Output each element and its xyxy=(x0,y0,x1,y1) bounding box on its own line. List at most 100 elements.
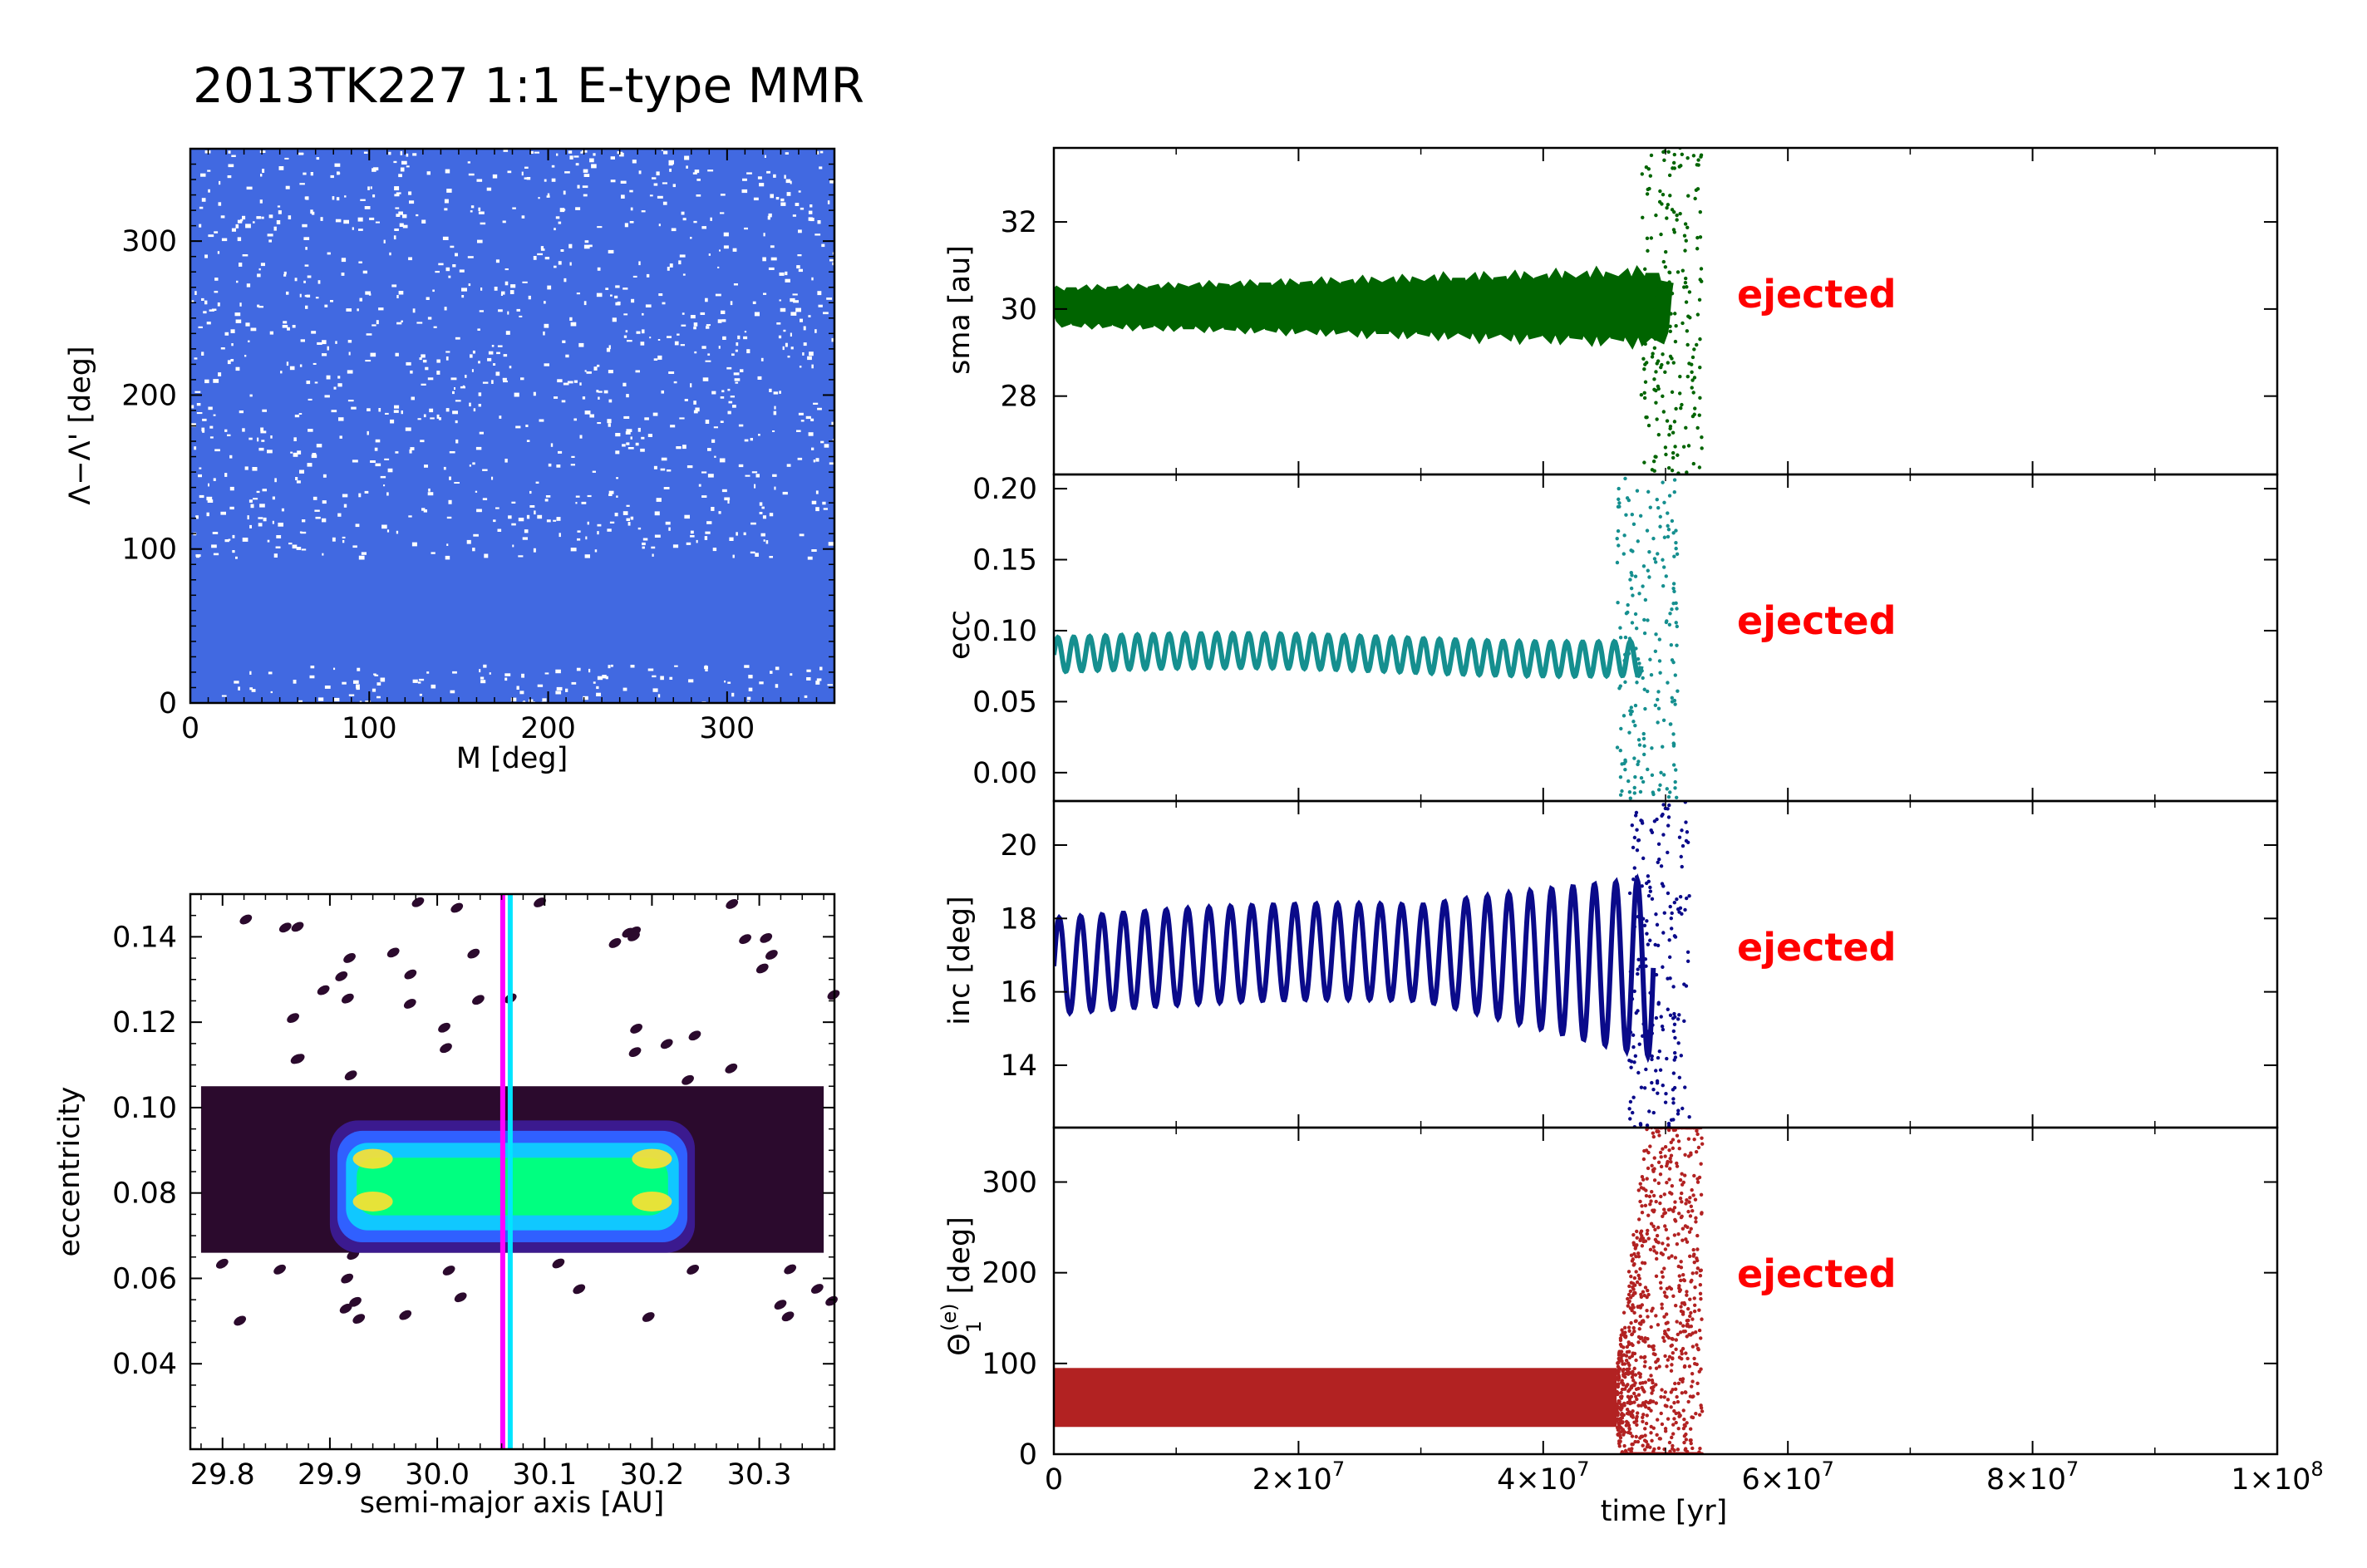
scatter-gap xyxy=(396,192,401,194)
series-point xyxy=(1687,129,1690,132)
scatter-gap xyxy=(398,174,402,178)
series-point xyxy=(1693,196,1697,201)
series-point xyxy=(1666,528,1671,532)
theta-point xyxy=(1638,1314,1642,1319)
scatter-gap xyxy=(831,421,834,425)
theta-point xyxy=(1640,1303,1645,1307)
series-point xyxy=(1668,284,1673,289)
series-point xyxy=(1645,1039,1649,1043)
scatter-gap xyxy=(721,310,726,314)
series-point xyxy=(1692,412,1696,416)
series-point xyxy=(1636,838,1641,843)
scatter-gap xyxy=(560,209,566,211)
scatter-gap xyxy=(785,278,790,283)
series-point xyxy=(1642,617,1646,622)
scatter-gap xyxy=(309,675,315,679)
series-point xyxy=(1656,788,1661,792)
scatter-gap xyxy=(822,501,826,505)
scatter-gap xyxy=(597,226,603,229)
scatter-gap xyxy=(584,240,589,243)
theta-point xyxy=(1648,1202,1652,1207)
theta-point xyxy=(1667,1354,1672,1359)
scatter-gap xyxy=(757,176,762,179)
theta-point xyxy=(1680,1301,1685,1305)
scatter-gap xyxy=(436,414,440,419)
scatter-gap xyxy=(818,304,823,307)
scatter-gap xyxy=(570,548,577,552)
scatter-gap xyxy=(718,511,721,514)
series-point xyxy=(1617,497,1621,502)
heatmap-cell xyxy=(342,993,354,1004)
scatter-gap xyxy=(478,404,481,407)
theta-point xyxy=(1688,1427,1693,1431)
theta-point xyxy=(1636,1188,1641,1192)
scatter-gap xyxy=(782,346,785,351)
scatter-gap xyxy=(495,259,499,263)
plot-area-theta xyxy=(1054,1128,1705,1454)
scatter-gap xyxy=(744,227,748,230)
scatter-gap xyxy=(797,457,803,460)
theta-point xyxy=(1642,1355,1646,1360)
scatter-gap xyxy=(779,391,781,394)
series-point xyxy=(1662,535,1667,539)
scatter-gap xyxy=(356,687,360,691)
series-point xyxy=(1681,268,1685,273)
scatter-gap xyxy=(617,151,620,155)
scatter-gap xyxy=(618,302,621,305)
series-point xyxy=(1645,415,1649,420)
scatter-gap xyxy=(469,402,471,407)
theta-point xyxy=(1697,1413,1702,1417)
scatter-gap xyxy=(472,462,475,465)
series-point xyxy=(1653,337,1657,342)
theta-point xyxy=(1619,1429,1623,1434)
theta-point xyxy=(1670,1435,1674,1440)
y-tick-label: 0.08 xyxy=(112,1177,177,1211)
theta-point xyxy=(1695,1177,1700,1181)
scatter-gap xyxy=(577,538,581,541)
series-point xyxy=(1700,435,1704,440)
scatter-gap xyxy=(289,366,295,371)
scatter-gap xyxy=(803,326,806,331)
scatter-gap xyxy=(337,513,342,517)
scatter-gap xyxy=(605,288,609,290)
scatter-gap xyxy=(376,696,381,699)
scatter-gap xyxy=(658,224,661,227)
theta-point xyxy=(1636,1439,1641,1444)
scatter-gap xyxy=(575,495,580,498)
series-point xyxy=(1624,611,1629,616)
theta-point xyxy=(1639,1292,1643,1297)
heatmap-cell xyxy=(339,1303,352,1314)
series-point xyxy=(1658,131,1661,135)
heatmap-cell xyxy=(467,948,480,959)
theta-point xyxy=(1636,1305,1640,1309)
scatter-gap xyxy=(693,322,698,327)
scatter-gap xyxy=(623,335,627,338)
theta-point xyxy=(1620,1404,1624,1409)
scatter-gap xyxy=(276,220,281,224)
scatter-gap xyxy=(735,381,739,384)
scatter-gap xyxy=(554,265,557,268)
scatter-gap xyxy=(427,317,432,320)
series-point xyxy=(1698,235,1703,239)
theta-point xyxy=(1678,1177,1683,1182)
series-point xyxy=(1685,374,1690,379)
series-point xyxy=(1661,394,1665,399)
series-point xyxy=(1698,365,1702,370)
scatter-gap xyxy=(190,423,196,427)
theta-point xyxy=(1699,1162,1703,1166)
series-point xyxy=(1659,864,1664,868)
series-point xyxy=(1642,825,1646,828)
scatter-gap xyxy=(364,206,371,209)
scatter-gap xyxy=(597,422,602,425)
scatter-gap xyxy=(494,287,498,291)
series-point xyxy=(1661,1083,1665,1088)
theta-point xyxy=(1645,1413,1649,1418)
theta-point xyxy=(1621,1345,1626,1349)
scatter-gap xyxy=(732,405,736,408)
theta-point xyxy=(1665,1364,1669,1369)
scatter-gap xyxy=(672,544,679,548)
series-point xyxy=(1664,250,1668,254)
theta-point xyxy=(1692,1309,1697,1314)
series-point xyxy=(1656,552,1660,556)
series-point xyxy=(1668,354,1673,359)
